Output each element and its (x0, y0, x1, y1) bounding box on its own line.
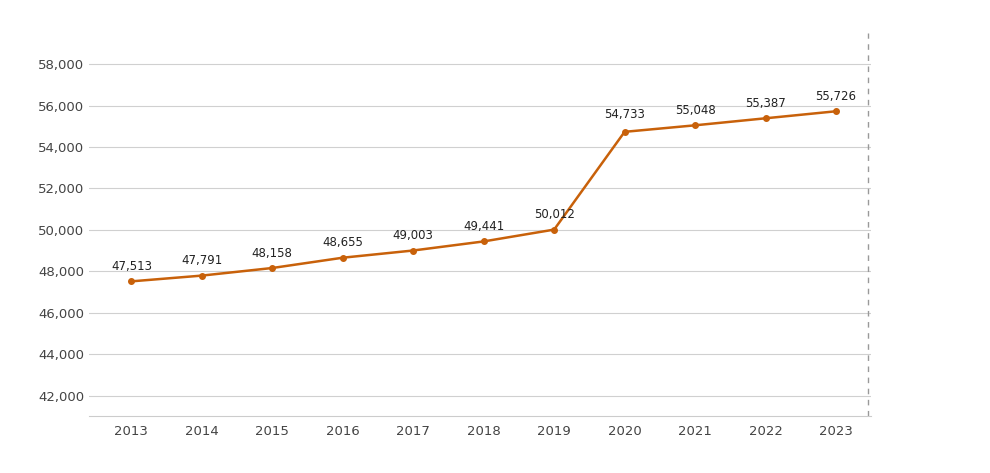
Text: 47,513: 47,513 (111, 260, 151, 273)
Text: 48,158: 48,158 (251, 246, 293, 260)
Text: 49,003: 49,003 (393, 229, 434, 242)
Text: 49,441: 49,441 (463, 220, 504, 233)
Text: 54,733: 54,733 (604, 108, 645, 121)
Text: 50,012: 50,012 (534, 208, 574, 221)
Text: 55,048: 55,048 (674, 104, 716, 117)
Text: 48,655: 48,655 (323, 236, 363, 249)
Text: 55,726: 55,726 (816, 90, 856, 103)
Text: 55,387: 55,387 (745, 97, 786, 110)
Text: 47,791: 47,791 (181, 254, 223, 267)
